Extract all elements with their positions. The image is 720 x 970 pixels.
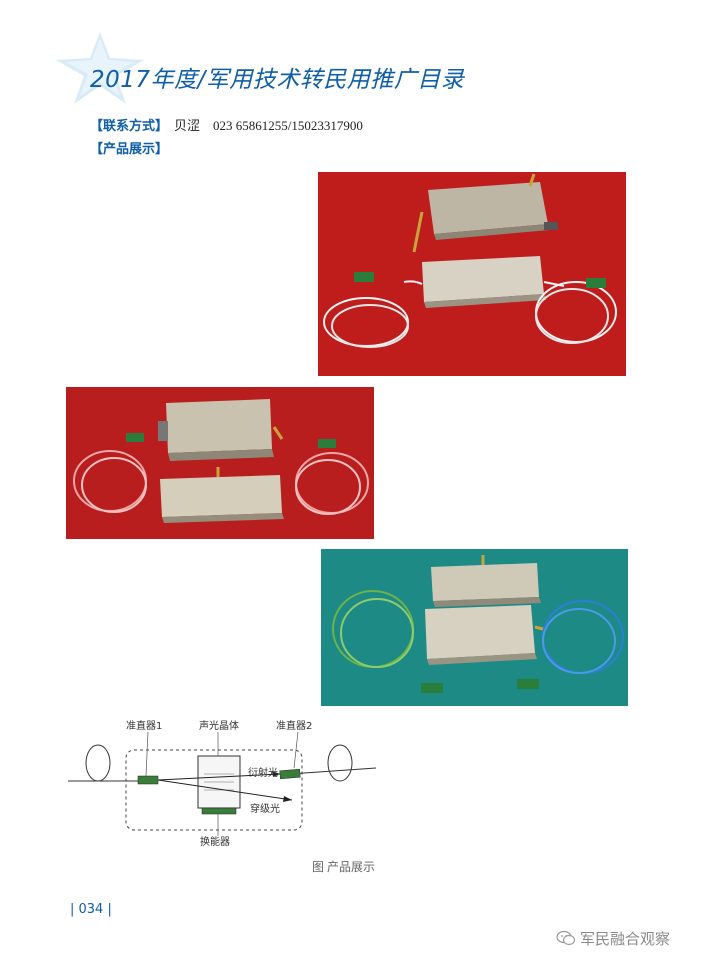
label-transmitted: 穿级光 [250,802,280,815]
contact-label: 【联系方式】 [90,119,169,134]
label-collimator2: 准直器2 [276,719,312,732]
product-photo-2 [66,387,374,539]
wechat-icon [556,930,576,950]
optical-diagram: 准直器1 声光晶体 准直器2 衍射光 穿级光 换能器 [64,718,384,850]
brand-name: 军民融合观察 [580,930,671,948]
label-crystal: 声光晶体 [199,719,239,732]
label-collimator1: 准直器1 [126,719,162,732]
header-star-decoration [56,32,144,104]
product-photo-1 [318,172,626,376]
contact-line: 【联系方式】 贝涩 023 65861255/15023317900 [90,115,363,134]
label-diffracted: 衍射光 [248,766,278,779]
page-number: | 034 | [70,902,112,917]
figure-caption: 图 产品展示 [312,860,376,874]
product-photo-3 [321,549,628,706]
page-title: 2017年度/军用技术转民用推广目录 [90,67,465,93]
contact-value: 贝涩 023 65861255/15023317900 [174,118,363,133]
showcase-heading: 【产品展示】 [90,142,169,157]
brand-watermark: 军民融合观察 [556,928,670,950]
label-transducer: 换能器 [200,835,230,848]
